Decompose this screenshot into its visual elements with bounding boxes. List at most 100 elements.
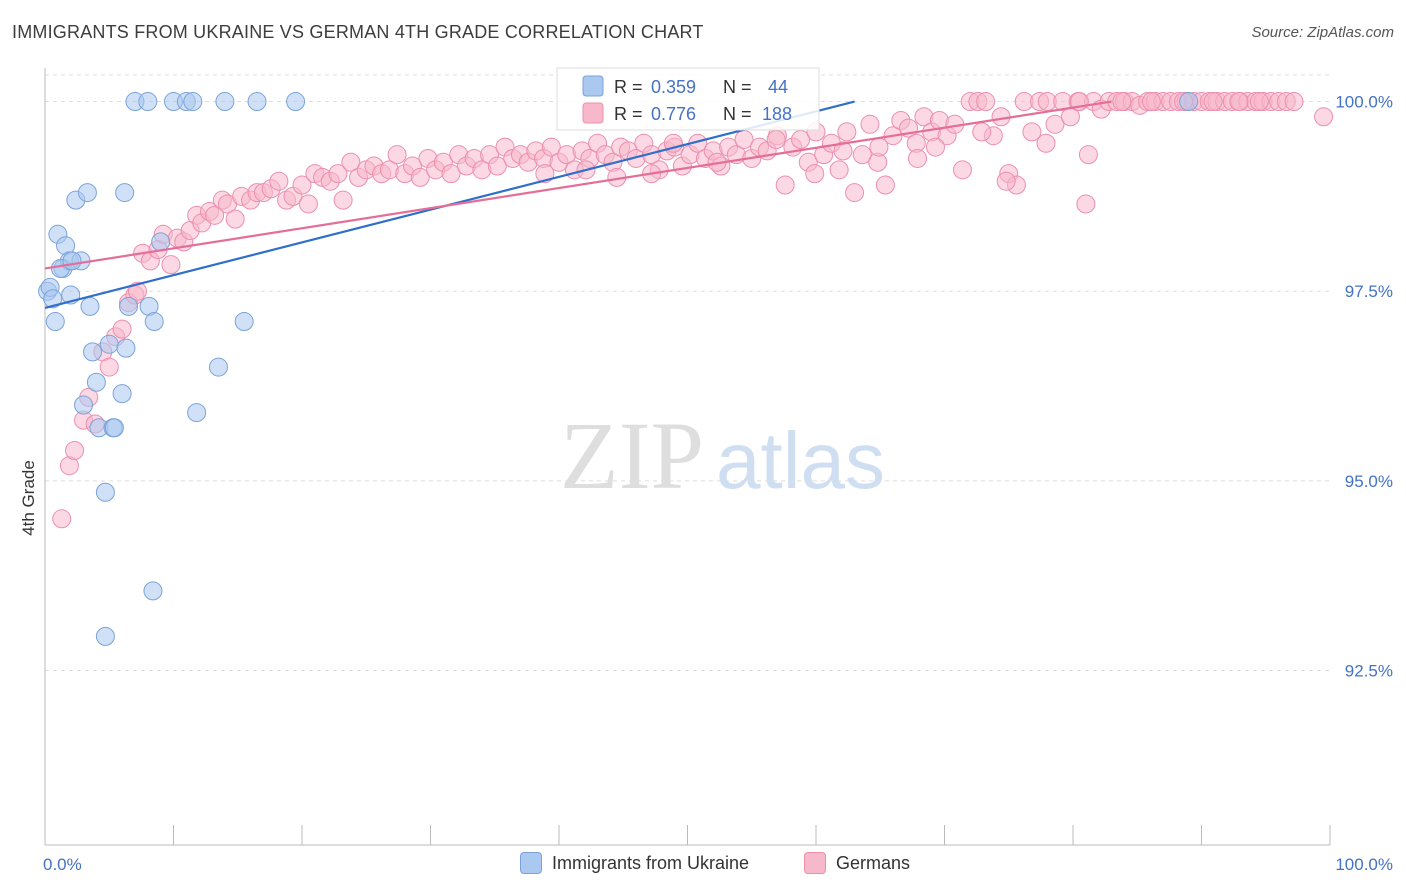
point-ukraine [143, 581, 163, 601]
legend-swatch-ukraine [582, 75, 604, 97]
legend-n-label-ukraine: N = [723, 77, 752, 97]
point-germans [298, 194, 318, 214]
point-germans [991, 107, 1011, 127]
point-germans [333, 190, 353, 210]
point-germans [829, 160, 849, 180]
point-germans [1249, 92, 1269, 112]
y-tick-label: 100.0% [1335, 93, 1393, 112]
point-germans [1078, 145, 1098, 165]
legend-r-value-ukraine: 0.359 [651, 77, 696, 97]
point-ukraine [95, 626, 115, 646]
point-ukraine [151, 232, 171, 252]
point-germans [1036, 133, 1056, 153]
legend-swatch-germans [582, 102, 604, 124]
point-ukraine [95, 482, 115, 502]
watermark: ZIP atlas [560, 402, 885, 509]
point-germans [161, 255, 181, 275]
point-germans [908, 148, 928, 168]
legend-r-label-ukraine: R = [614, 77, 643, 97]
y-tick-label: 97.5% [1345, 282, 1393, 301]
x-tick-label-max: 100.0% [1335, 855, 1393, 874]
watermark-zip: ZIP [560, 402, 704, 509]
point-germans [1022, 122, 1042, 142]
point-germans [292, 175, 312, 195]
point-ukraine [187, 403, 207, 423]
point-ukraine [83, 342, 103, 362]
y-tick-label: 92.5% [1345, 662, 1393, 681]
point-ukraine [99, 334, 119, 354]
point-germans [972, 122, 992, 142]
point-germans [328, 164, 348, 184]
legend-n-value-ukraine: 44 [768, 77, 788, 97]
point-germans [845, 183, 865, 203]
point-ukraine [115, 183, 135, 203]
bottom-legend-swatch-ukraine [520, 852, 542, 874]
point-germans [952, 160, 972, 180]
trend-layer [44, 100, 1112, 309]
point-germans [387, 145, 407, 165]
trendline-germans [44, 100, 1112, 270]
legend-r-value-germans: 0.776 [651, 104, 696, 124]
point-germans [65, 441, 85, 461]
point-ukraine [116, 338, 136, 358]
point-ukraine [119, 296, 139, 316]
point-germans [852, 145, 872, 165]
point-germans [1045, 114, 1065, 134]
point-germans [205, 205, 225, 225]
point-germans [52, 509, 72, 529]
point-ukraine [77, 183, 97, 203]
bottom-legend-label-ukraine: Immigrants from Ukraine [552, 852, 750, 873]
point-germans [976, 92, 996, 112]
point-germans [1203, 92, 1223, 112]
point-ukraine [112, 384, 132, 404]
point-ukraine [62, 251, 82, 271]
point-germans [410, 167, 430, 187]
point-germans [833, 141, 853, 161]
point-ukraine [183, 92, 203, 112]
point-germans [1076, 194, 1096, 214]
legend-n-label-germans: N = [723, 104, 752, 124]
point-germans [99, 357, 119, 377]
point-germans [341, 152, 361, 172]
point-germans [441, 164, 461, 184]
point-germans [860, 114, 880, 134]
legend-r-label-germans: R = [614, 104, 643, 124]
point-ukraine [144, 312, 164, 332]
point-germans [805, 164, 825, 184]
point-germans [487, 156, 507, 176]
point-germans [1141, 92, 1161, 112]
point-germans [875, 175, 895, 195]
point-germans [996, 171, 1016, 191]
point-ukraine [215, 92, 235, 112]
y-axis-label: 4th Grade [19, 460, 38, 536]
bottom-legend-swatch-germans [804, 852, 826, 874]
points-layer [38, 92, 1334, 646]
bottom-legend-item-ukraine: Immigrants from Ukraine [520, 852, 749, 874]
source-label: Source: ZipAtlas.com [1251, 24, 1394, 41]
point-germans [128, 281, 148, 301]
point-germans [225, 209, 245, 229]
point-germans [269, 171, 289, 191]
point-germans [766, 129, 786, 149]
point-germans [541, 137, 561, 157]
chart-title: IMMIGRANTS FROM UKRAINE VS GERMAN 4TH GR… [12, 22, 704, 42]
x-tick-label-min: 0.0% [43, 855, 82, 874]
axis-layer: 92.5% 95.0% 97.5% 100.0% 0.0% 100.0% [43, 68, 1393, 874]
point-germans [1112, 92, 1132, 112]
legend-box: R = 0.359 N = 44 R = 0.776 N = 188 [556, 67, 820, 131]
point-ukraine [45, 312, 65, 332]
point-ukraine [208, 357, 228, 377]
point-germans [1229, 92, 1249, 112]
point-germans [535, 164, 555, 184]
bottom-legend-label-germans: Germans [836, 852, 911, 873]
point-ukraine [86, 372, 106, 392]
point-ukraine [247, 92, 267, 112]
y-tick-label: 95.0% [1345, 472, 1393, 491]
point-ukraine [74, 395, 94, 415]
point-ukraine [286, 92, 306, 112]
legend-n-value-germans: 188 [762, 104, 792, 124]
point-ukraine [80, 296, 100, 316]
point-ukraine [234, 312, 254, 332]
bottom-legend-item-germans: Germans [804, 852, 910, 874]
